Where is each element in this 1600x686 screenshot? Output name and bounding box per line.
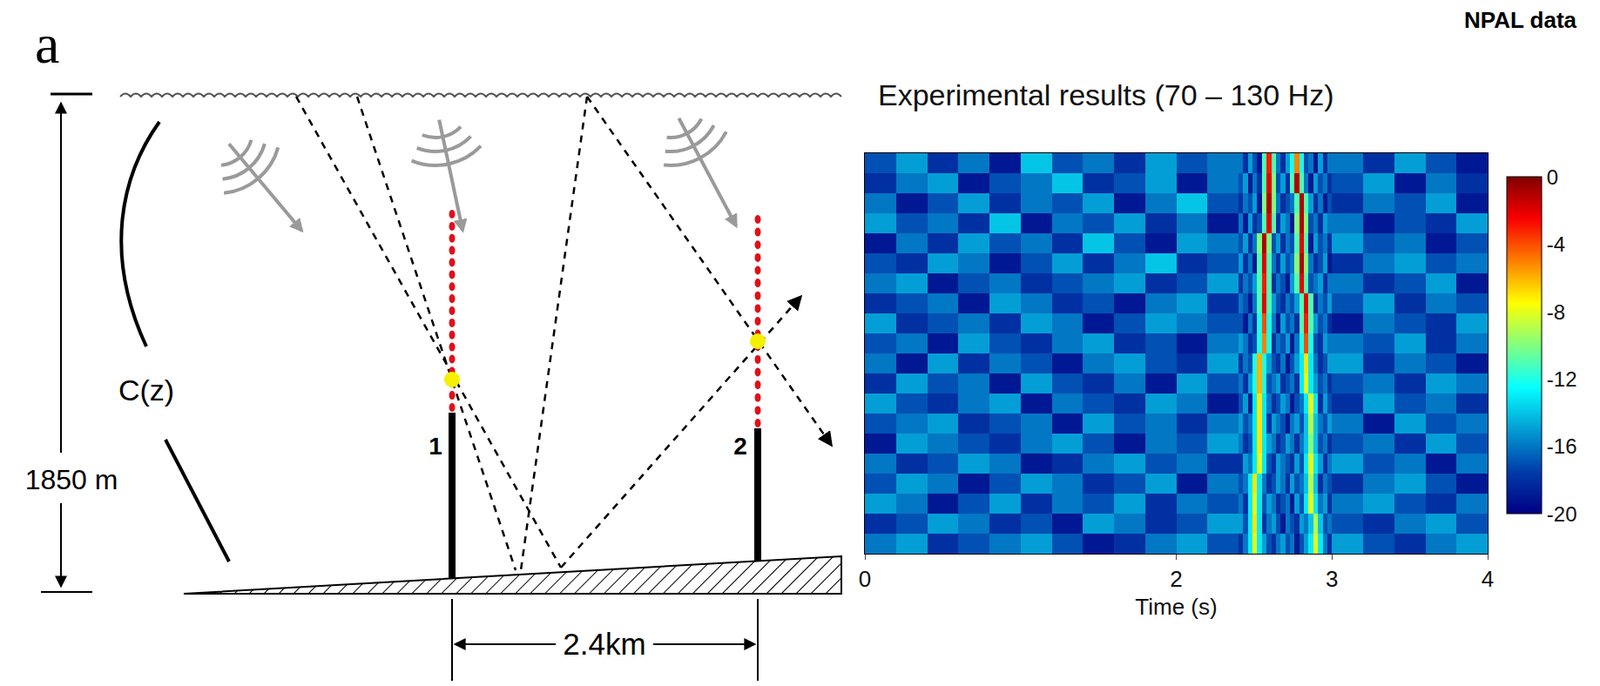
html-text:Experimental results (70 – 130: Experimental results (70 – 130 Hz): [877, 78, 1334, 112]
svg-text:1850 m: 1850 m: [25, 464, 119, 496]
svg-text:0: 0: [1546, 165, 1559, 190]
svg-text:4: 4: [1481, 566, 1494, 593]
svg-text:-20: -20: [1546, 502, 1578, 527]
svg-text:-16: -16: [1546, 434, 1578, 459]
svg-text:2: 2: [1169, 566, 1182, 593]
svg-text:3: 3: [1325, 566, 1338, 593]
svg-text:a: a: [34, 13, 60, 75]
svg-text:2: 2: [733, 432, 748, 460]
svg-text:1: 1: [428, 432, 443, 460]
svg-text:-8: -8: [1546, 300, 1566, 325]
html-text:NPAL data: NPAL data: [1464, 6, 1577, 34]
svg-text:Time (s): Time (s): [1134, 594, 1217, 621]
svg-text:C(z): C(z): [118, 373, 175, 407]
svg-text:-4: -4: [1546, 232, 1566, 257]
svg-text:-12: -12: [1546, 367, 1578, 392]
svg-text:0: 0: [858, 566, 871, 593]
svg-text:2.4km: 2.4km: [562, 627, 646, 662]
